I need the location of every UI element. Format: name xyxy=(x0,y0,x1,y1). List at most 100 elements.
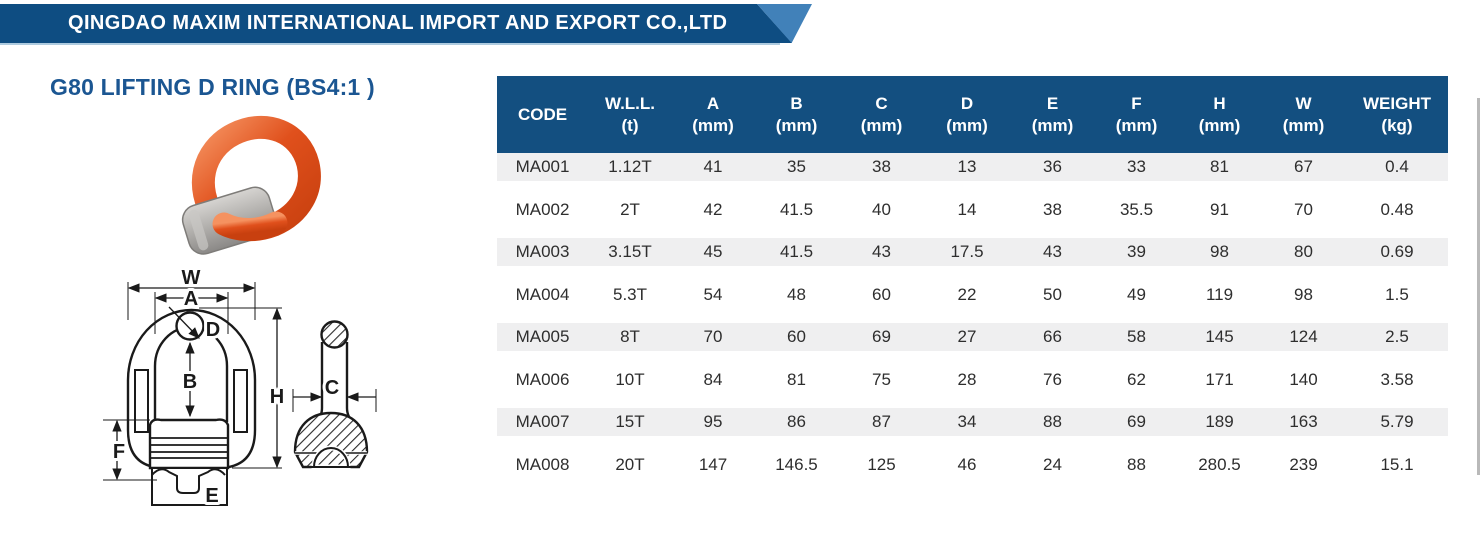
dim-label-b: B xyxy=(183,371,197,393)
column-name: A xyxy=(706,93,720,113)
table-cell: 14 xyxy=(957,199,977,219)
table-cell: 27 xyxy=(957,327,977,346)
table-cell: 8T xyxy=(620,327,640,346)
table-row-ma007: MA007 15T 95 86 87 34 88 69 189 163 5.79 xyxy=(497,408,1448,436)
table-cell: 3.58 xyxy=(1380,369,1414,389)
column-name: W xyxy=(1295,93,1312,113)
page-edge-line xyxy=(1477,98,1480,475)
column-header-w: W (mm) xyxy=(1261,93,1346,137)
table-cell: 38 xyxy=(872,157,891,176)
table-cell: 76 xyxy=(1043,369,1062,389)
table-cell: 67 xyxy=(1294,157,1313,176)
company-banner: QINGDAO MAXIM INTERNATIONAL IMPORT AND E… xyxy=(0,4,792,43)
table-cell: 10T xyxy=(615,369,645,389)
table-cell: 38 xyxy=(1043,199,1062,219)
table-cell: 98 xyxy=(1210,242,1229,261)
table-cell: 87 xyxy=(872,412,891,431)
table-cell: 81 xyxy=(787,369,806,389)
column-header-wll: W.L.L. (t) xyxy=(588,93,672,137)
table-cell: MA008 xyxy=(515,454,570,474)
table-cell: MA003 xyxy=(515,242,570,261)
column-name: E xyxy=(1046,93,1059,113)
table-cell: 5.3T xyxy=(612,284,648,304)
column-unit: (t) xyxy=(621,115,639,135)
table-cell: 3.15T xyxy=(608,242,652,261)
table-row-ma008: MA008 20T 147 146.5 125 46 24 88 280.5 239 15.1 xyxy=(497,451,1448,479)
column-unit: (mm) xyxy=(1198,115,1241,135)
table-cell: MA004 xyxy=(515,284,570,304)
column-header-f: F (mm) xyxy=(1095,93,1178,137)
table-cell: 46 xyxy=(957,454,977,474)
table-cell: 22 xyxy=(957,284,977,304)
table-cell: 20T xyxy=(615,454,645,474)
table-cell: 70 xyxy=(703,327,723,346)
table-cell: 42 xyxy=(703,199,723,219)
spec-table: CODE W.L.L. (t) A (mm) B (mm) C (mm) D (mm) E (mm) F(… xyxy=(497,76,1448,493)
column-header-code: CODE xyxy=(497,104,588,126)
table-cell: 119 xyxy=(1205,284,1234,304)
column-header-b: B (mm) xyxy=(754,93,839,137)
table-cell: 48 xyxy=(787,284,806,304)
table-cell: 2T xyxy=(620,199,640,219)
table-cell: 147 xyxy=(698,454,728,474)
table-row-ma001: MA001 1.12T 41 35 38 13 36 33 81 67 0.4 xyxy=(497,153,1448,181)
side-view-dimensions xyxy=(292,389,377,412)
table-cell: 41.5 xyxy=(779,242,814,261)
column-name: CODE xyxy=(517,104,568,124)
table-cell: 45 xyxy=(703,242,723,261)
column-unit: (kg) xyxy=(1381,115,1413,135)
column-name: H xyxy=(1213,93,1226,113)
banner-underline xyxy=(0,43,780,45)
column-name: D xyxy=(960,93,974,113)
table-cell: 60 xyxy=(787,327,806,346)
column-unit: (mm) xyxy=(692,115,734,135)
column-name: W.L.L. xyxy=(604,93,656,113)
column-unit: (mm) xyxy=(1282,115,1325,135)
table-cell: 36 xyxy=(1043,157,1062,176)
table-cell: 33 xyxy=(1127,157,1146,176)
column-header-h: H (mm) xyxy=(1178,93,1261,137)
table-cell: 140 xyxy=(1289,369,1318,389)
side-view-outline xyxy=(293,320,369,470)
table-body: MA001 1.12T 41 35 38 13 36 33 81 67 0.4 MA002 2T 42 41… xyxy=(497,153,1448,479)
table-cell: 35 xyxy=(787,157,806,176)
dim-label-w: W xyxy=(182,267,201,289)
table-cell: 5.79 xyxy=(1380,412,1414,431)
table-cell: 69 xyxy=(1127,412,1146,431)
column-name: B xyxy=(790,93,803,113)
table-cell: 0.48 xyxy=(1380,199,1414,219)
table-cell: 54 xyxy=(703,284,723,304)
table-cell: 24 xyxy=(1043,454,1062,474)
table-cell: 125 xyxy=(867,454,896,474)
product-photo-d-ring xyxy=(181,115,321,255)
table-cell: 88 xyxy=(1127,454,1146,474)
column-name: C xyxy=(875,93,888,113)
table-row-ma005: MA005 8T 70 60 69 27 66 58 145 124 2.5 xyxy=(497,323,1448,351)
page-title: G80 LIFTING D RING (BS4:1 ) xyxy=(50,74,375,100)
table-cell: 60 xyxy=(872,284,891,304)
table-cell: 171 xyxy=(1205,369,1234,389)
table-cell: 50 xyxy=(1043,284,1062,304)
dim-label-a: A xyxy=(184,288,198,310)
table-cell: 17.5 xyxy=(950,242,984,261)
table-row-ma004: MA004 5.3T 54 48 60 22 50 49 119 98 1.5 xyxy=(497,281,1448,309)
table-cell: 66 xyxy=(1043,327,1062,346)
table-cell: 280.5 xyxy=(1198,454,1241,474)
table-cell: 189 xyxy=(1205,412,1234,431)
technical-drawing: W A D B H F E C xyxy=(103,264,377,510)
table-cell: 1.12T xyxy=(608,157,652,176)
table-cell: 15.1 xyxy=(1380,454,1414,474)
table-cell: 91 xyxy=(1210,199,1229,219)
table-cell: 70 xyxy=(1294,199,1313,219)
table-cell: 0.69 xyxy=(1380,242,1414,261)
dim-label-d: D xyxy=(206,319,220,341)
table-cell: MA007 xyxy=(515,412,570,431)
table-cell: 40 xyxy=(872,199,891,219)
table-cell: 75 xyxy=(872,369,891,389)
table-cell: 62 xyxy=(1127,369,1146,389)
table-row-ma002: MA002 2T 42 41.5 40 14 38 35.5 91 70 0.48 xyxy=(497,196,1448,224)
table-cell: MA006 xyxy=(515,369,570,389)
table-cell: 86 xyxy=(787,412,806,431)
table-cell: 34 xyxy=(957,412,977,431)
table-cell: 41 xyxy=(703,157,723,176)
